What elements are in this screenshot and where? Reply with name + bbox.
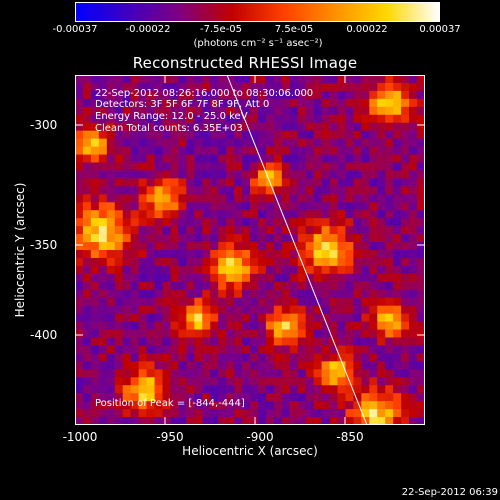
x-tick-label: -950 — [156, 430, 184, 444]
colorbar-tick-6: 0.00037 — [419, 24, 461, 35]
detectors-label: Detectors: 3F 5F 6F 7F 8F 9F, Att 0 — [95, 99, 270, 110]
x-tick-label: -850 — [336, 430, 364, 444]
colorbar-tick-3: -7.5e-05 — [200, 24, 242, 35]
image-title: Reconstructed RHESSI Image — [132, 54, 358, 72]
rhessi-image — [75, 75, 425, 425]
colorbar-tick-4: 7.5e-05 — [274, 24, 314, 35]
x-tick-label: -900 — [246, 430, 274, 444]
plot-frame — [75, 75, 425, 425]
time-range-label: 22-Sep-2012 08:26:16.000 to 08:30:06.000 — [95, 88, 314, 99]
y-axis-title: Heliocentric Y (arcsec) — [13, 182, 27, 318]
y-tick-label: -350 — [30, 238, 58, 252]
peak-position-label: Position of Peak = [-844,-444] — [95, 398, 245, 409]
x-axis-title: Heliocentric X (arcsec) — [182, 444, 318, 458]
limb-line — [226, 75, 368, 425]
colorbar-unit-label: (photons cm⁻² s⁻¹ asec⁻²) — [193, 38, 323, 49]
y-tick-label: -300 — [30, 118, 58, 132]
y-tick-label: -400 — [30, 328, 58, 342]
clean-counts-label: Clean Total counts: 6.35E+03 — [95, 123, 243, 134]
colorbar — [75, 2, 440, 22]
colorbar-tick-1: -0.00037 — [52, 24, 98, 35]
image-pixels — [75, 75, 425, 425]
colorbar-tick-5: 0.00022 — [346, 24, 388, 35]
x-tick-marks — [75, 75, 425, 425]
x-tick-label: -1000 — [62, 430, 98, 444]
plot-timestamp: 22-Sep-2012 06:39 — [401, 487, 498, 498]
energy-range-label: Energy Range: 12.0 - 25.0 keV — [95, 111, 248, 122]
colorbar-tick-2: -0.00022 — [125, 24, 171, 35]
